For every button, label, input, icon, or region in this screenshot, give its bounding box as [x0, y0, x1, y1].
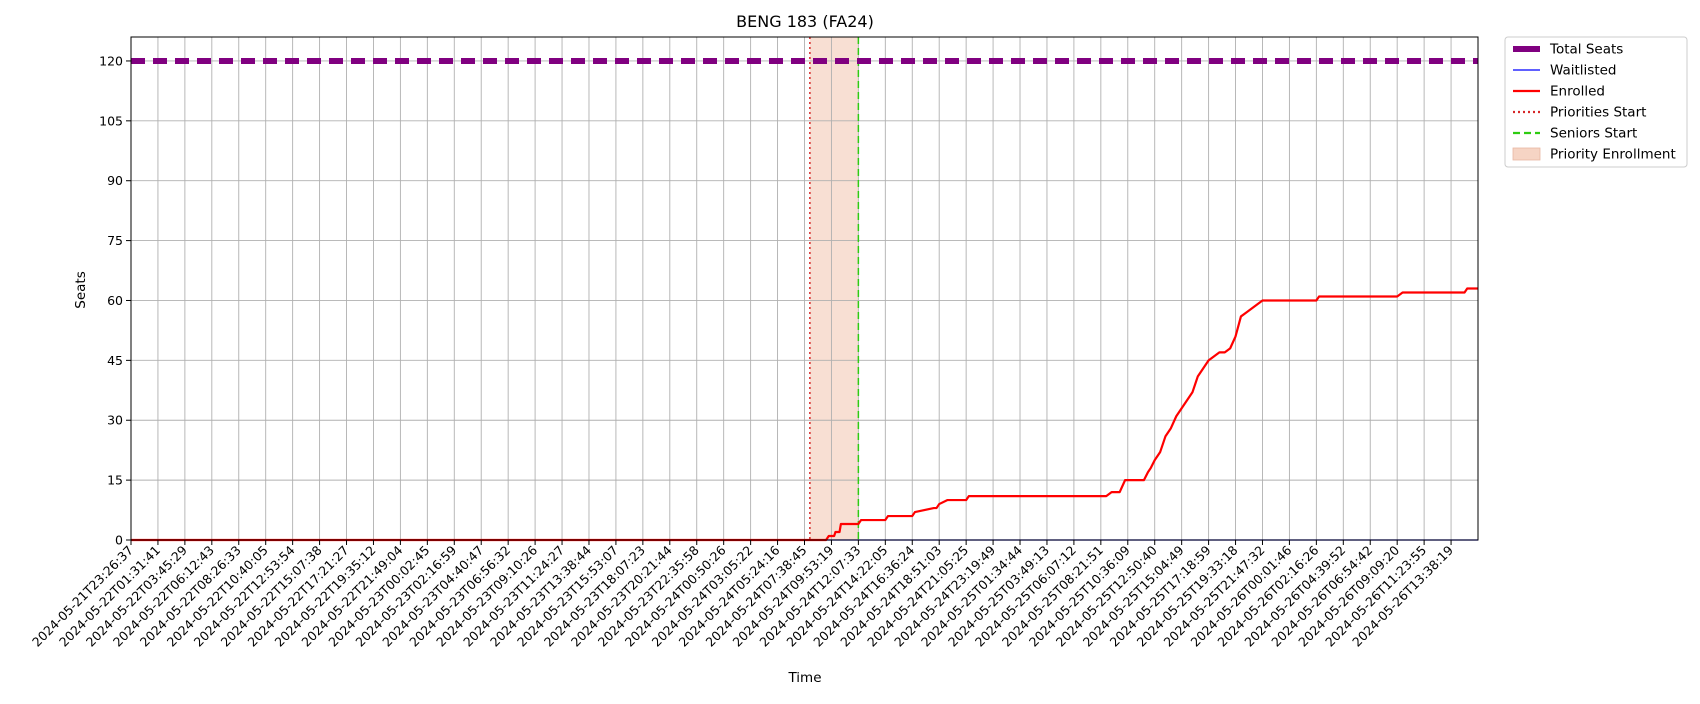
legend-label-enrolled: Enrolled: [1550, 84, 1605, 100]
legend: Total Seats Waitlisted Enrolled Priorities …: [1504, 36, 1688, 168]
y-tick-label: 0: [115, 533, 123, 548]
enrolled-series-line: [131, 287, 1478, 542]
x-axis-label: Time: [787, 670, 821, 686]
legend-label-waitlisted: Waitlisted: [1550, 63, 1617, 79]
y-tick-label: 105: [99, 113, 123, 128]
legend-swatch-priority-enrollment: [1512, 147, 1541, 161]
legend-box: [1504, 36, 1688, 168]
legend-label-priority-enrollment: Priority Enrollment: [1550, 147, 1676, 163]
y-tick-label: 30: [107, 413, 123, 428]
chart-title: BENG 183 (FA24): [736, 12, 874, 31]
plot-area: 01530456075901051202024-05-21T23:26:3720…: [29, 36, 1479, 650]
y-axis-label: Seats: [73, 271, 89, 308]
y-tick-label: 120: [99, 53, 123, 68]
y-tick-label: 75: [107, 233, 123, 248]
priority-enrollment-span: [809, 37, 859, 540]
legend-label-seniors-start: Seniors Start: [1550, 126, 1637, 142]
legend-label-priorities-start: Priorities Start: [1550, 105, 1646, 121]
y-tick-label: 45: [107, 353, 123, 368]
y-tick-label: 60: [107, 293, 123, 308]
legend-label-total-seats: Total Seats: [1549, 42, 1623, 58]
y-tick-label: 15: [107, 473, 123, 488]
y-tick-label: 90: [107, 173, 123, 188]
